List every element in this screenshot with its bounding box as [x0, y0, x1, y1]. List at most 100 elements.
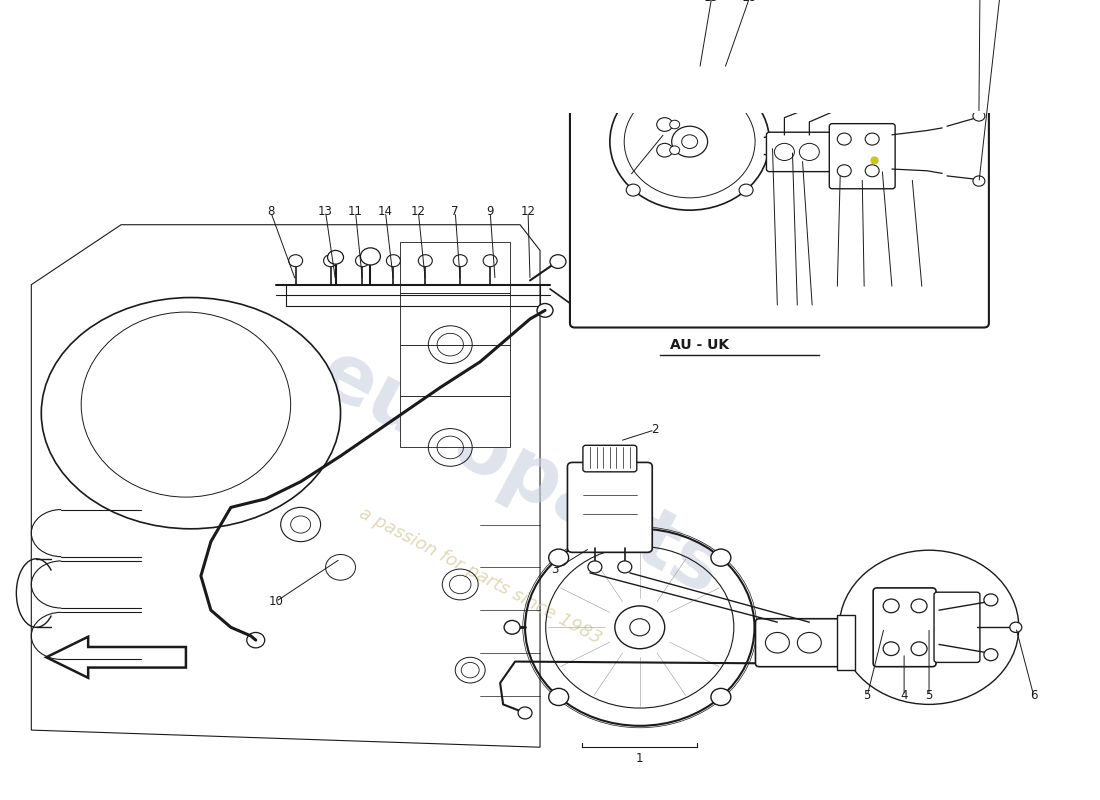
Text: 22: 22	[770, 302, 785, 314]
Text: MAX: MAX	[638, 492, 650, 497]
Circle shape	[246, 633, 265, 648]
Circle shape	[657, 118, 673, 131]
Text: 5: 5	[925, 690, 933, 702]
Circle shape	[418, 254, 432, 266]
Text: 3: 3	[551, 563, 559, 576]
Text: AU - UK: AU - UK	[670, 338, 729, 352]
Circle shape	[983, 649, 998, 661]
Text: 25: 25	[992, 0, 1008, 2]
Circle shape	[1010, 622, 1022, 633]
Circle shape	[323, 254, 338, 266]
Text: 8: 8	[267, 206, 274, 218]
Text: 2: 2	[651, 423, 659, 436]
Circle shape	[883, 599, 899, 613]
Circle shape	[972, 111, 984, 121]
Circle shape	[711, 549, 730, 566]
Text: 20: 20	[884, 282, 900, 295]
Circle shape	[626, 87, 640, 99]
Text: 5: 5	[864, 690, 871, 702]
Circle shape	[504, 621, 520, 634]
Text: europarts: europarts	[305, 334, 735, 612]
Circle shape	[615, 606, 664, 649]
Text: 7: 7	[451, 206, 459, 218]
Circle shape	[739, 87, 754, 99]
FancyBboxPatch shape	[568, 462, 652, 552]
Circle shape	[837, 133, 851, 145]
Circle shape	[911, 599, 927, 613]
Circle shape	[739, 184, 754, 196]
Circle shape	[983, 594, 998, 606]
Circle shape	[774, 143, 794, 161]
Circle shape	[453, 254, 468, 266]
Text: MIN: MIN	[638, 512, 648, 517]
Text: 12: 12	[410, 206, 426, 218]
Circle shape	[618, 561, 631, 573]
Bar	[400, 396, 510, 447]
Text: 4: 4	[901, 690, 908, 702]
Circle shape	[786, 143, 799, 154]
Circle shape	[587, 561, 602, 573]
Text: 12: 12	[520, 206, 536, 218]
Bar	[400, 294, 510, 345]
Circle shape	[483, 254, 497, 266]
Circle shape	[672, 126, 707, 157]
Circle shape	[550, 254, 566, 269]
Circle shape	[630, 618, 650, 636]
FancyBboxPatch shape	[829, 124, 895, 189]
Circle shape	[549, 549, 569, 566]
Text: 9: 9	[486, 206, 494, 218]
Circle shape	[767, 138, 779, 149]
Circle shape	[837, 165, 851, 177]
FancyBboxPatch shape	[934, 592, 980, 662]
FancyBboxPatch shape	[570, 0, 989, 327]
Ellipse shape	[81, 312, 290, 497]
Circle shape	[386, 254, 400, 266]
Circle shape	[626, 184, 640, 196]
Circle shape	[355, 254, 370, 266]
Text: 10: 10	[268, 595, 283, 608]
Text: 23: 23	[790, 302, 805, 314]
FancyBboxPatch shape	[867, 32, 937, 80]
FancyBboxPatch shape	[583, 446, 637, 472]
Text: 6: 6	[1030, 690, 1037, 702]
Circle shape	[711, 688, 730, 706]
Text: 13: 13	[318, 206, 333, 218]
Circle shape	[800, 143, 820, 161]
Circle shape	[911, 642, 927, 655]
Text: 19: 19	[857, 282, 871, 295]
Text: 18: 18	[742, 0, 757, 4]
Circle shape	[361, 248, 381, 265]
Circle shape	[670, 120, 680, 129]
Text: 16: 16	[914, 282, 929, 295]
Bar	[400, 345, 510, 396]
Circle shape	[796, 152, 808, 162]
Circle shape	[328, 250, 343, 264]
FancyBboxPatch shape	[767, 132, 833, 172]
Circle shape	[537, 303, 553, 318]
FancyBboxPatch shape	[873, 588, 936, 666]
Text: 1: 1	[636, 752, 644, 765]
Circle shape	[883, 642, 899, 655]
Circle shape	[972, 176, 984, 186]
Circle shape	[549, 688, 569, 706]
Circle shape	[866, 165, 879, 177]
Text: 24: 24	[623, 170, 637, 182]
Circle shape	[657, 143, 673, 157]
Circle shape	[518, 707, 532, 719]
Circle shape	[670, 146, 680, 154]
Text: 21: 21	[805, 302, 820, 314]
Text: a passion for parts since 1983: a passion for parts since 1983	[356, 504, 604, 648]
Text: 14: 14	[378, 206, 393, 218]
Ellipse shape	[42, 298, 341, 529]
Circle shape	[766, 633, 790, 653]
Text: 11: 11	[348, 206, 363, 218]
Circle shape	[682, 134, 697, 149]
Text: 17: 17	[829, 282, 845, 295]
Circle shape	[288, 254, 302, 266]
FancyBboxPatch shape	[878, 19, 926, 38]
Bar	[837, 615, 855, 670]
Text: 15: 15	[704, 0, 719, 4]
Circle shape	[631, 498, 648, 512]
Bar	[400, 242, 510, 294]
Text: 26: 26	[972, 0, 988, 2]
